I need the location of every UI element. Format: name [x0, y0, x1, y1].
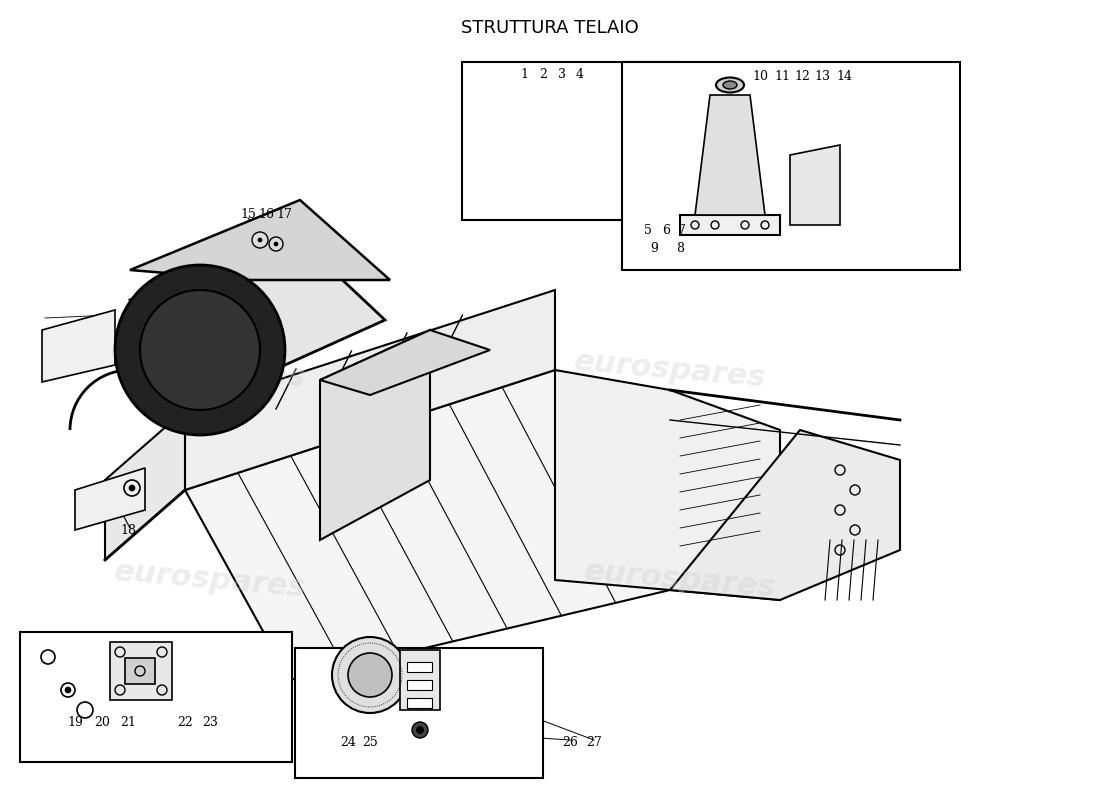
Text: eurospares: eurospares	[573, 347, 768, 393]
Bar	[20, 632, 292, 762]
Circle shape	[332, 637, 408, 713]
Polygon shape	[110, 642, 172, 700]
Text: 4: 4	[576, 69, 584, 82]
Text: 11: 11	[774, 70, 790, 82]
Text: 13: 13	[814, 70, 830, 82]
Polygon shape	[680, 215, 780, 235]
Text: 20: 20	[95, 715, 110, 729]
Circle shape	[348, 653, 392, 697]
Text: 5: 5	[645, 223, 652, 237]
Polygon shape	[670, 430, 900, 600]
Text: 2: 2	[539, 69, 547, 82]
Text: 7: 7	[678, 223, 686, 237]
Text: 25: 25	[362, 735, 378, 749]
Bar	[462, 62, 680, 220]
Text: 10: 10	[752, 70, 768, 82]
Circle shape	[416, 726, 424, 734]
Polygon shape	[556, 370, 780, 600]
Text: 6: 6	[662, 223, 670, 237]
Polygon shape	[130, 200, 390, 280]
Text: 18: 18	[120, 523, 136, 537]
Text: 17: 17	[276, 209, 292, 222]
Circle shape	[718, 103, 722, 107]
Polygon shape	[790, 145, 840, 225]
Circle shape	[270, 237, 283, 251]
Polygon shape	[185, 290, 556, 490]
Text: 21: 21	[120, 715, 136, 729]
Bar	[295, 648, 543, 778]
Circle shape	[116, 265, 285, 435]
Polygon shape	[400, 650, 440, 710]
Circle shape	[140, 290, 260, 410]
Ellipse shape	[723, 81, 737, 89]
Text: 1: 1	[520, 69, 528, 82]
Polygon shape	[695, 95, 764, 215]
Text: eurospares: eurospares	[583, 557, 778, 603]
Bar	[407, 662, 432, 672]
Circle shape	[129, 485, 135, 491]
Bar	[621, 62, 960, 270]
Text: eurospares: eurospares	[112, 557, 307, 603]
Ellipse shape	[716, 78, 744, 93]
Circle shape	[412, 722, 428, 738]
Text: 24: 24	[340, 735, 356, 749]
Polygon shape	[130, 240, 385, 410]
Text: 22: 22	[177, 715, 192, 729]
Text: 3: 3	[558, 69, 566, 82]
Polygon shape	[185, 370, 670, 680]
Text: eurospares: eurospares	[112, 347, 307, 393]
Text: 23: 23	[202, 715, 218, 729]
Text: 26: 26	[562, 735, 578, 749]
Text: 14: 14	[836, 70, 852, 82]
Polygon shape	[42, 310, 116, 382]
Text: 27: 27	[586, 735, 602, 749]
Text: 19: 19	[67, 715, 82, 729]
Text: 8: 8	[676, 242, 684, 254]
Polygon shape	[320, 330, 430, 540]
Text: 12: 12	[794, 70, 810, 82]
Text: 15: 15	[240, 209, 256, 222]
Circle shape	[808, 183, 812, 187]
Circle shape	[65, 687, 72, 693]
Circle shape	[252, 232, 268, 248]
Circle shape	[274, 242, 278, 246]
Text: 9: 9	[650, 242, 658, 254]
Polygon shape	[75, 468, 145, 530]
Polygon shape	[104, 410, 185, 560]
Polygon shape	[125, 658, 155, 684]
Bar	[407, 698, 432, 708]
Circle shape	[258, 238, 262, 242]
Bar	[407, 680, 432, 690]
Text: 16: 16	[258, 209, 274, 222]
Polygon shape	[320, 330, 490, 395]
Text: STRUTTURA TELAIO: STRUTTURA TELAIO	[461, 19, 639, 37]
